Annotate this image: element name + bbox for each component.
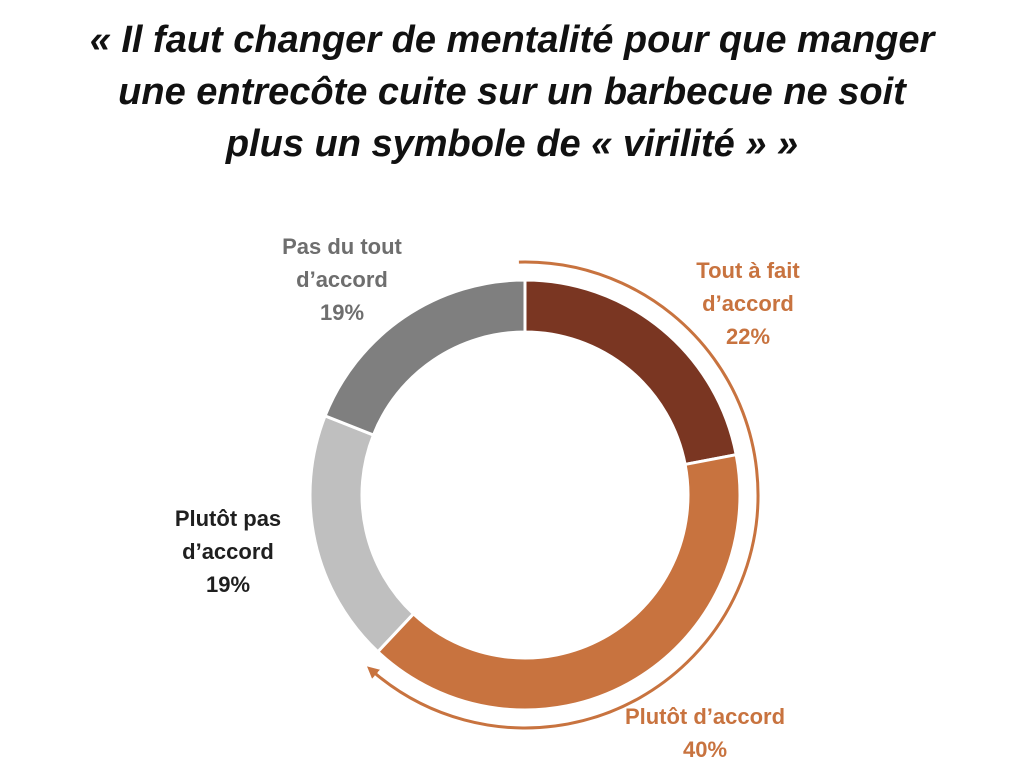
slice-category-label: Plutôt d’accord xyxy=(625,704,785,729)
donut-slices xyxy=(308,278,742,712)
slice-category-label: d’accord xyxy=(296,267,388,292)
chart-title-line: une entrecôte cuite sur un barbecue ne s… xyxy=(118,71,906,113)
chart-title: « Il faut changer de mentalité pour que … xyxy=(0,14,1024,170)
donut-slice xyxy=(375,452,742,712)
donut-slice xyxy=(323,278,527,437)
accord-grouping-arrow xyxy=(367,260,760,730)
slice-value-label: 22% xyxy=(726,324,770,349)
chart-title-line: plus un symbole de « virilité » » xyxy=(225,123,799,165)
chart-title-line: « Il faut changer de mentalité pour que … xyxy=(89,19,935,61)
slice-labels: Tout à fait d’accord 22% Plutôt d’accord 40%… xyxy=(175,234,801,762)
slice-value-label: 19% xyxy=(206,572,250,597)
slice-value-label: 40% xyxy=(683,737,727,762)
slice-category-label: d’accord xyxy=(702,291,794,316)
slice-category-label: Plutôt pas xyxy=(175,506,281,531)
slice-category-label: d’accord xyxy=(182,539,274,564)
slice-category-label: Pas du tout xyxy=(282,234,402,259)
donut-slice xyxy=(308,413,416,654)
slice-category-label: Tout à fait xyxy=(696,258,800,283)
slice-value-label: 19% xyxy=(320,300,364,325)
